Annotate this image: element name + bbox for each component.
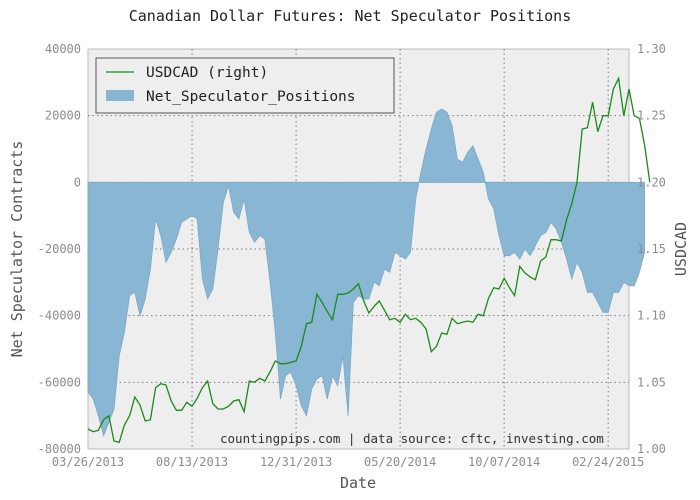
x-tick-label: 05/20/2014 <box>364 455 436 469</box>
legend-area-swatch <box>106 90 134 101</box>
y-tick-label-left: 20000 <box>45 109 81 123</box>
x-tick-label: 02/24/2015 <box>572 455 644 469</box>
legend: USDCAD (right) Net_Speculator_Positions <box>95 57 395 114</box>
source-annotation: countingpips.com | data source: cftc, in… <box>220 431 604 446</box>
y-tick-label-left: 0 <box>74 175 81 189</box>
legend-label-usdcad: USDCAD (right) <box>146 65 268 81</box>
y-tick-label-right: 1.05 <box>637 375 666 389</box>
chart-title: Canadian Dollar Futures: Net Speculator … <box>129 7 572 25</box>
legend-label-net-spec: Net_Speculator_Positions <box>146 89 356 105</box>
y-tick-label-left: -80000 <box>38 442 81 456</box>
y-axis-label-right: USDCAD <box>672 222 690 276</box>
usdcad-line <box>87 76 651 444</box>
y-tick-label-left: -60000 <box>38 375 81 389</box>
y-tick-label-left: 40000 <box>45 42 81 56</box>
y-tick-label-right: 1.30 <box>637 42 666 56</box>
legend-box <box>95 57 395 114</box>
tick-labels: 03/26/2013 08/13/2013 12/31/2013 05/20/2014… <box>38 42 666 469</box>
x-tick-label: 12/31/2013 <box>260 455 332 469</box>
y-tick-label-right: 1.25 <box>637 109 666 123</box>
y-tick-label-right: 1.00 <box>637 442 666 456</box>
y-tick-label-right: 1.20 <box>637 175 666 189</box>
y-axis-label-left: Net Speculator Contracts <box>8 141 26 358</box>
y-tick-label-right: 1.15 <box>637 242 666 256</box>
y-tick-label-left: -40000 <box>38 309 81 323</box>
x-tick-label: 10/07/2014 <box>468 455 540 469</box>
x-tick-label: 03/26/2013 <box>52 455 124 469</box>
x-tick-label: 08/13/2013 <box>156 455 228 469</box>
y-tick-label-right: 1.10 <box>637 309 666 323</box>
x-axis-label: Date <box>340 474 376 492</box>
net-speculator-area <box>87 108 645 437</box>
y-tick-label-left: -20000 <box>38 242 81 256</box>
